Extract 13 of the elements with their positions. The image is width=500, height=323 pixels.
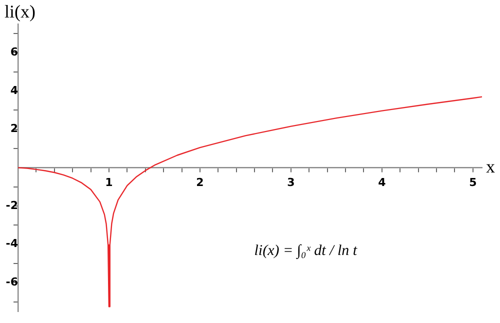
y-axis-title: li(x) bbox=[4, 2, 36, 22]
x-tick-label: 5 bbox=[469, 176, 477, 190]
y-tick-label: -6 bbox=[6, 276, 18, 289]
annotation: li(x) = ∫₀ˣ dt / ln t bbox=[254, 242, 358, 260]
x-tick-label: 2 bbox=[196, 176, 204, 190]
y-tick-label: -2 bbox=[6, 198, 18, 212]
x-axis-title: x bbox=[486, 156, 495, 176]
y-tick-label: 2 bbox=[10, 122, 18, 136]
y-tick-label: -4 bbox=[6, 237, 18, 250]
x-tick-label: 4 bbox=[378, 176, 386, 190]
x-tick-label: 1 bbox=[105, 176, 113, 190]
y-tick-label: 4 bbox=[10, 84, 18, 97]
x-tick-label: 3 bbox=[287, 176, 295, 190]
